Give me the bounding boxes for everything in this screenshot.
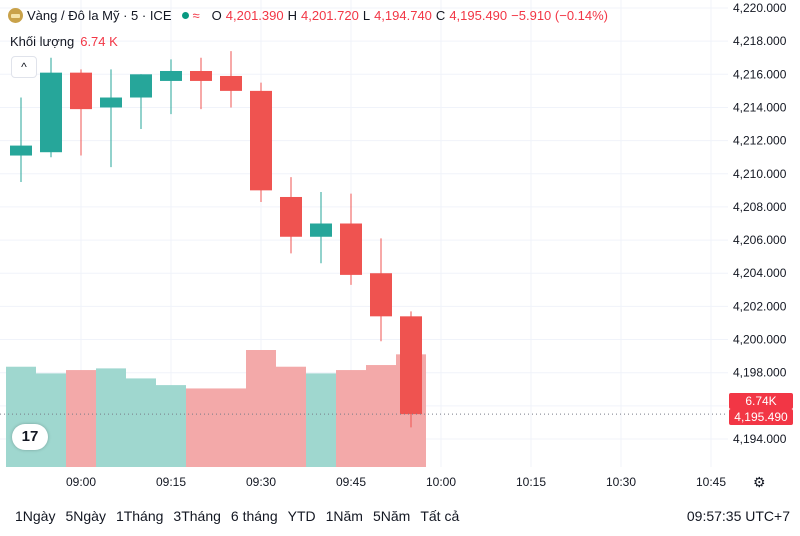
y-tick-label: 4,204.000: [733, 266, 787, 280]
volume-bar: [306, 373, 336, 467]
candle-body: [280, 196, 302, 237]
candles: [0, 51, 728, 428]
volume-bar: [36, 373, 66, 467]
volume-value: 6.74 K: [80, 34, 118, 49]
volume-bar: [366, 365, 396, 467]
candle-body: [250, 90, 272, 191]
clock: 09:57:35 UTC+7: [686, 508, 790, 524]
volume-bar: [216, 388, 246, 467]
x-tick-label: 09:00: [66, 475, 96, 489]
symbol-legend: Vàng / Đô la Mỹ · 5 · ICE ≈ O 4,201.390 H…: [8, 8, 608, 23]
volume-label: Khối lượng: [10, 34, 75, 49]
x-tick-label: 09:30: [246, 475, 276, 489]
x-tick-label: 09:15: [156, 475, 186, 489]
volume-bar: [186, 388, 216, 467]
y-tick-label: 4,200.000: [733, 333, 787, 347]
gold-bar-icon: [8, 8, 23, 23]
range-button[interactable]: 1Tháng: [115, 508, 164, 524]
candle-body: [310, 223, 332, 237]
volume-bar: [66, 370, 96, 467]
y-tick-label: 4,218.000: [733, 34, 787, 48]
high-label: H: [287, 8, 297, 23]
volume-bar: [156, 385, 186, 467]
x-tick-label: 10:00: [426, 475, 456, 489]
chevron-up-icon: ^: [21, 60, 27, 74]
y-tick-label: 4,214.000: [733, 100, 787, 114]
range-selector: 1Ngày 5Ngày 1Tháng 3Tháng 6 tháng YTD 1Năm 5Năm…: [10, 508, 464, 524]
y-tick-label: 4,198.000: [733, 366, 787, 380]
low-label: L: [362, 8, 371, 23]
bottom-toolbar: 1Ngày 5Ngày 1Tháng 3Tháng 6 tháng YTD 1Năm 5Năm…: [0, 500, 800, 536]
tradingview-logo[interactable]: 17: [12, 424, 48, 450]
volume-price-tag: 6.74K: [729, 393, 793, 409]
y-tick-label: 4,216.000: [733, 67, 787, 81]
candle-body: [220, 75, 242, 91]
volume-bar: [336, 370, 366, 467]
volume-bar: [246, 350, 276, 467]
range-button[interactable]: Tất cả: [420, 508, 460, 524]
candle-body: [70, 72, 92, 110]
y-tick-label: 4,212.000: [733, 134, 787, 148]
x-tick-label: 10:15: [516, 475, 546, 489]
volume-bar: [96, 368, 126, 467]
candle-body: [40, 72, 62, 153]
candle-body: [190, 70, 212, 81]
volume-bar: [126, 378, 156, 467]
range-button[interactable]: YTD: [287, 508, 316, 524]
candle-body: [400, 316, 422, 415]
range-button[interactable]: 5Năm: [372, 508, 411, 524]
range-button[interactable]: 1Năm: [325, 508, 363, 524]
x-tick-label: 09:45: [336, 475, 366, 489]
collapse-legend-button[interactable]: ^: [11, 56, 37, 78]
market-status-icon: [181, 12, 189, 19]
candle-body: [100, 97, 122, 108]
candle-body: [130, 74, 152, 98]
y-tick-label: 4,220.000: [733, 1, 787, 15]
y-tick-label: 4,210.000: [733, 167, 787, 181]
symbol-title[interactable]: Vàng / Đô la Mỹ · 5 · ICE: [27, 8, 172, 23]
price-chart[interactable]: 4,220.000 4,218.000 4,216.000 4,214.000 4,21…: [0, 0, 800, 500]
volume-legend[interactable]: Khối lượng 6.74 K: [10, 34, 118, 49]
volume-bar: [6, 366, 36, 467]
y-tick-label: 4,208.000: [733, 200, 787, 214]
last-price-tag: 4,195.490: [729, 409, 793, 425]
open-label: O: [211, 8, 222, 23]
time-axis: 09:00 09:15 09:30 09:45 10:00 10:15 10:30 10:45: [66, 475, 726, 489]
candle-body: [10, 145, 32, 156]
change-value: −5.910 (−0.14%): [511, 8, 609, 23]
low-value: 4,194.740: [374, 8, 432, 23]
y-tick-label: 4,202.000: [733, 299, 787, 313]
y-tick-label: 4,206.000: [733, 233, 787, 247]
candle-body: [160, 70, 182, 81]
range-button[interactable]: 6 tháng: [230, 508, 278, 524]
range-button[interactable]: 3Tháng: [173, 508, 221, 524]
y-tick-label: 4,194.000: [733, 432, 787, 446]
volume-bar: [276, 366, 306, 467]
close-label: C: [435, 8, 446, 23]
x-tick-label: 10:45: [696, 475, 726, 489]
close-value: 4,195.490: [449, 8, 508, 23]
x-tick-label: 10:30: [606, 475, 636, 489]
wave-icon: ≈: [192, 8, 200, 23]
candle-body: [340, 223, 362, 275]
price-axis: 4,220.000 4,218.000 4,216.000 4,214.000 4,21…: [733, 1, 787, 446]
range-button[interactable]: 5Ngày: [65, 508, 106, 524]
tv-logo-text: 17: [21, 428, 39, 445]
candle-body: [370, 273, 392, 317]
open-value: 4,201.390: [225, 8, 284, 23]
volume-bars: [6, 350, 426, 467]
gear-icon[interactable]: ⚙: [753, 474, 766, 490]
range-button[interactable]: 1Ngày: [15, 508, 56, 524]
high-value: 4,201.720: [301, 8, 359, 23]
